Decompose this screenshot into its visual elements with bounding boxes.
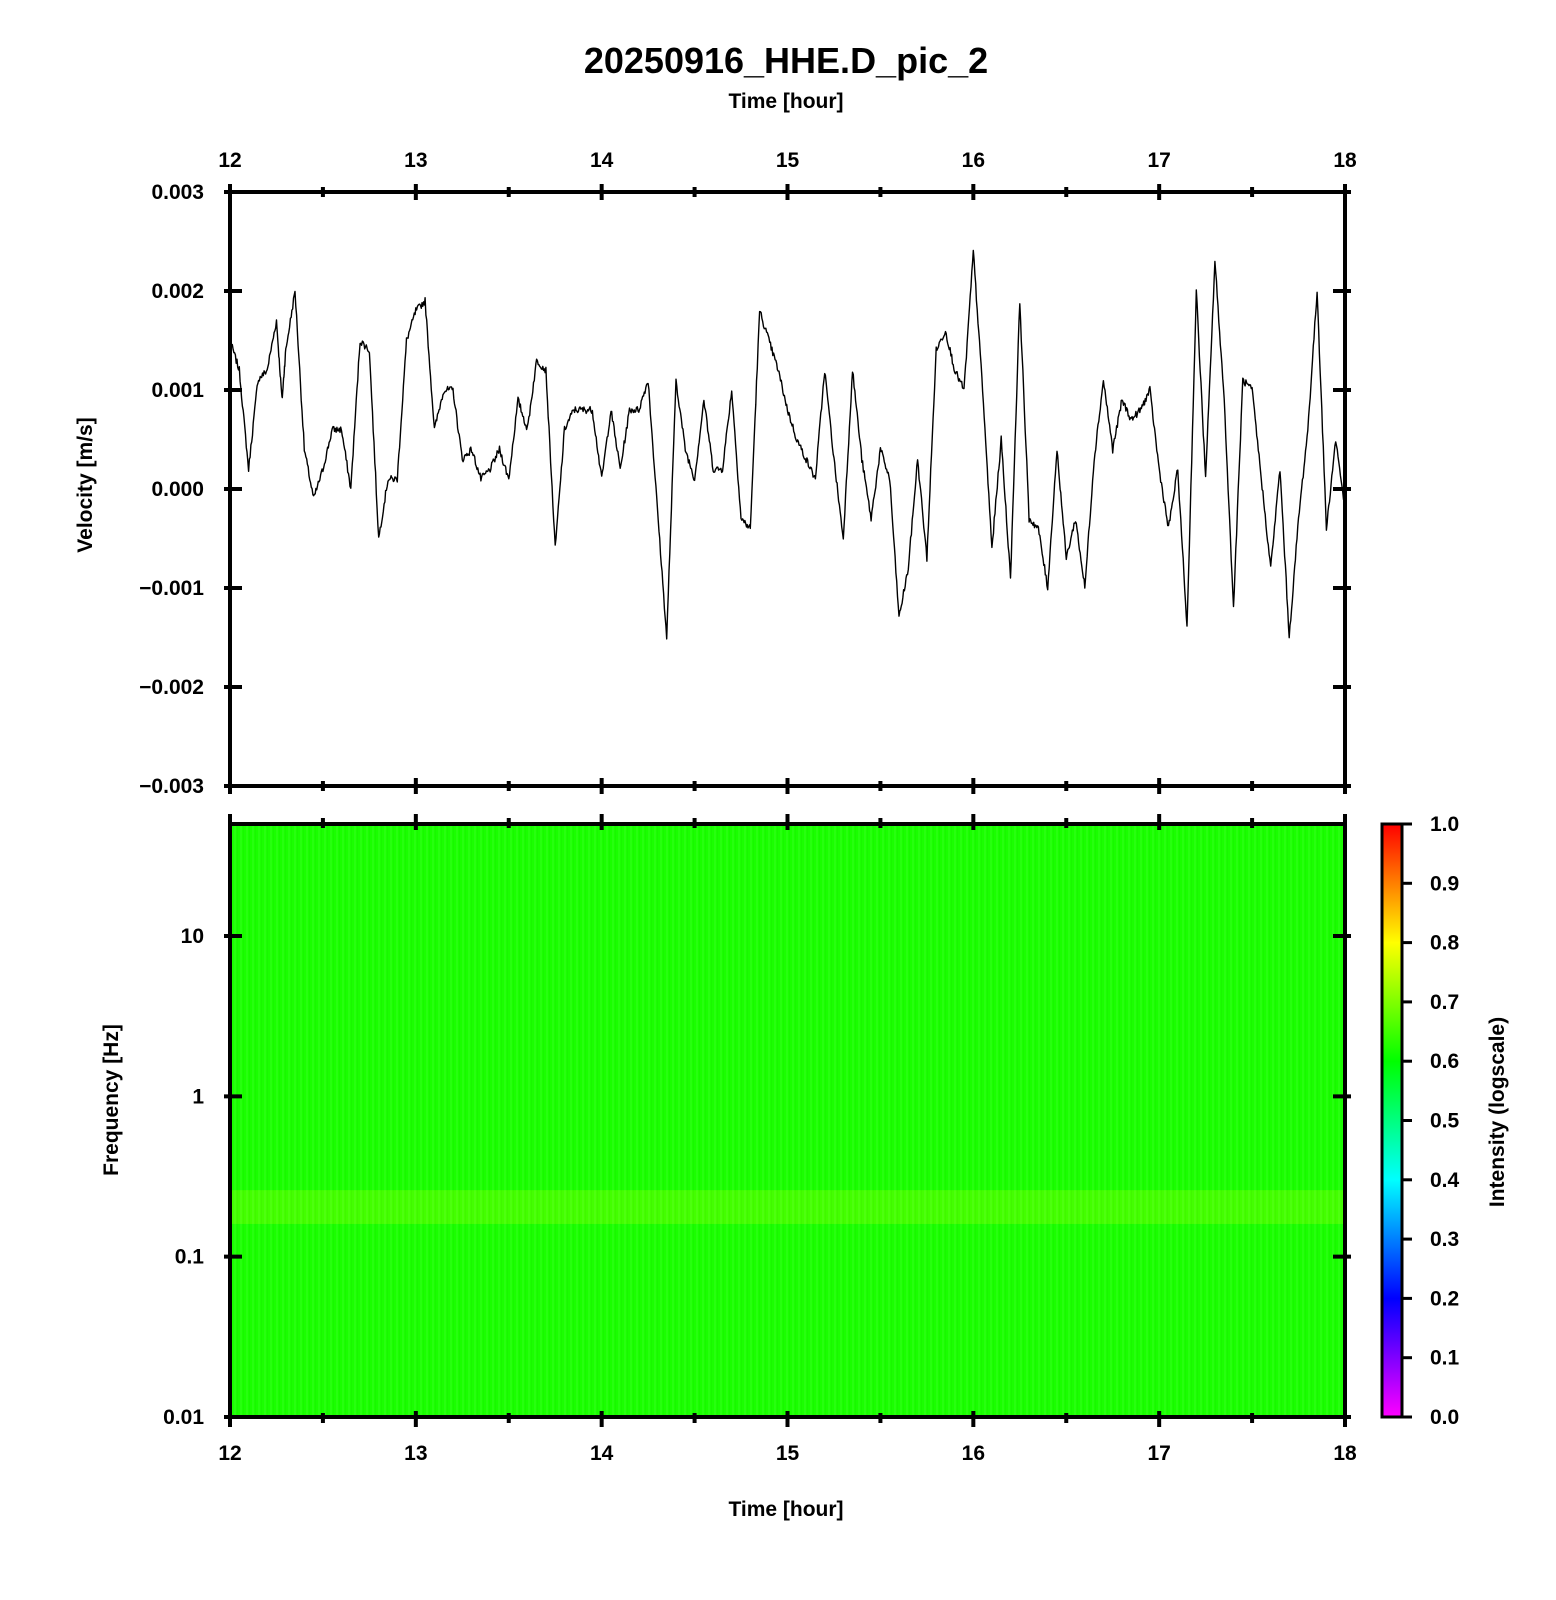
spectrogram-x-tick-label: 12 <box>218 1442 241 1465</box>
waveform-top-tick-label: 16 <box>962 149 985 172</box>
spectrogram-y-tick-label: 1 <box>192 1085 204 1108</box>
spectrogram-y-tick-label: 0.01 <box>163 1406 204 1429</box>
waveform-y-tick-label: 0.003 <box>151 181 204 204</box>
spectrogram-xlabel: Time [hour] <box>728 1498 843 1521</box>
colorbar-tick-label: 1.0 <box>1430 813 1459 836</box>
waveform-top-tick-label: 13 <box>404 149 427 172</box>
colorbar-tick-label: 0.6 <box>1430 1050 1459 1073</box>
spectrogram-x-tick-label: 13 <box>404 1442 427 1465</box>
spectrogram-x-tick-label: 18 <box>1333 1442 1357 1465</box>
waveform-y-tick-label: 0.000 <box>151 478 204 501</box>
spectrogram-x-tick-label: 17 <box>1147 1442 1170 1465</box>
colorbar-tick-label: 0.5 <box>1430 1110 1460 1133</box>
waveform-top-tick-label: 15 <box>776 149 800 172</box>
spectrogram-texture <box>230 824 1345 1417</box>
velocity-trace <box>229 249 1346 640</box>
spectrogram-x-tick-label: 16 <box>962 1442 985 1465</box>
waveform-ylabel: Velocity [m/s] <box>74 417 97 552</box>
spectrogram-y-tick-label: 0.1 <box>175 1246 205 1269</box>
colorbar-tick-label: 0.0 <box>1430 1406 1459 1429</box>
waveform-top-tick-label: 12 <box>218 149 241 172</box>
spectrogram-ylabel: Frequency [Hz] <box>100 1024 123 1176</box>
colorbar-tick-label: 0.1 <box>1430 1347 1460 1370</box>
spectrogram-y-tick-label: 10 <box>181 925 204 948</box>
colorbar-tick-label: 0.3 <box>1430 1228 1459 1251</box>
waveform-y-tick-label: −0.002 <box>139 676 204 699</box>
spectrogram-x-tick-label: 15 <box>776 1442 800 1465</box>
figure-title: 20250916_HHE.D_pic_2 <box>584 40 988 81</box>
colorbar-tick-label: 0.2 <box>1430 1287 1459 1310</box>
waveform-y-tick-label: 0.002 <box>151 280 204 303</box>
colorbar-frame <box>1380 822 1404 1419</box>
colorbar-tick-label: 0.7 <box>1430 991 1459 1014</box>
waveform-y-tick-label: 0.001 <box>151 379 204 402</box>
waveform-top-tick-label: 14 <box>590 149 614 172</box>
colorbar-tick-label: 0.8 <box>1430 932 1460 955</box>
waveform-plot-frame <box>228 190 1347 788</box>
colorbar-label: Intensity (logscale) <box>1486 1017 1509 1207</box>
waveform-y-tick-label: −0.001 <box>139 577 204 600</box>
waveform-top-tick-label: 18 <box>1333 149 1357 172</box>
colorbar-tick-label: 0.9 <box>1430 872 1459 895</box>
waveform-y-tick-label: −0.003 <box>139 775 204 798</box>
spectrogram-x-tick-label: 14 <box>590 1442 614 1465</box>
colorbar-tick-label: 0.4 <box>1430 1169 1460 1192</box>
colorbar-gradient <box>1382 824 1402 1417</box>
waveform-top-tick-label: 17 <box>1147 149 1170 172</box>
spectrogram-plot-frame <box>228 822 1347 1419</box>
top-axis-label: Time [hour] <box>728 90 843 113</box>
